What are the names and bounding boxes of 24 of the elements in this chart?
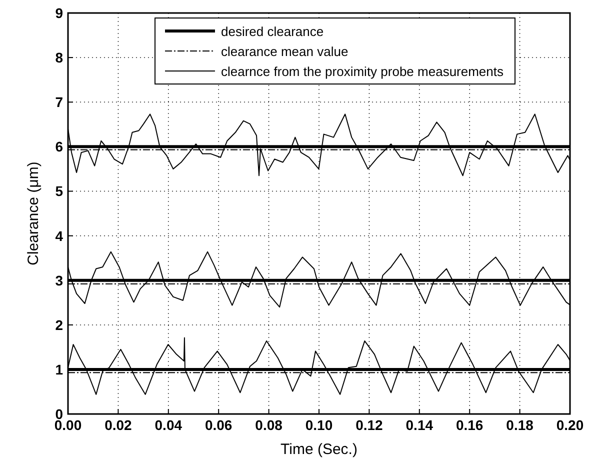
- x-tick-label: 0.18: [506, 417, 534, 433]
- legend-label: clearance mean value: [221, 44, 348, 59]
- x-tick-label: 0.04: [154, 417, 182, 433]
- y-tick-label: 2: [55, 316, 64, 333]
- y-tick-label: 3: [55, 272, 64, 288]
- legend-label: desired clearance: [221, 24, 324, 39]
- x-tick-label: 0.12: [356, 417, 384, 433]
- y-tick-label: 8: [55, 50, 64, 66]
- x-tick-label: 0.10: [305, 417, 333, 433]
- y-tick-label: 5: [55, 183, 64, 200]
- x-tick-label: 0.06: [204, 417, 232, 433]
- y-tick-label: 1: [55, 361, 64, 378]
- y-axis-title: Clearance (μm): [25, 162, 42, 266]
- legend-label: clearnce from the proximity probe measurements: [221, 64, 504, 79]
- x-tick-label: 0.08: [255, 417, 283, 433]
- y-tick-label: 6: [55, 138, 64, 155]
- x-tick-label: 0.16: [456, 417, 484, 433]
- x-tick-label: 0.02: [104, 417, 132, 433]
- x-tick-label: 0.20: [556, 417, 584, 433]
- y-tick-label: 7: [55, 94, 64, 110]
- y-tick-label: 4: [55, 228, 64, 244]
- x-tick-label: 0.14: [406, 417, 434, 433]
- y-tick-label: 9: [55, 5, 64, 21]
- x-axis-title: Time (Sec.): [280, 441, 358, 458]
